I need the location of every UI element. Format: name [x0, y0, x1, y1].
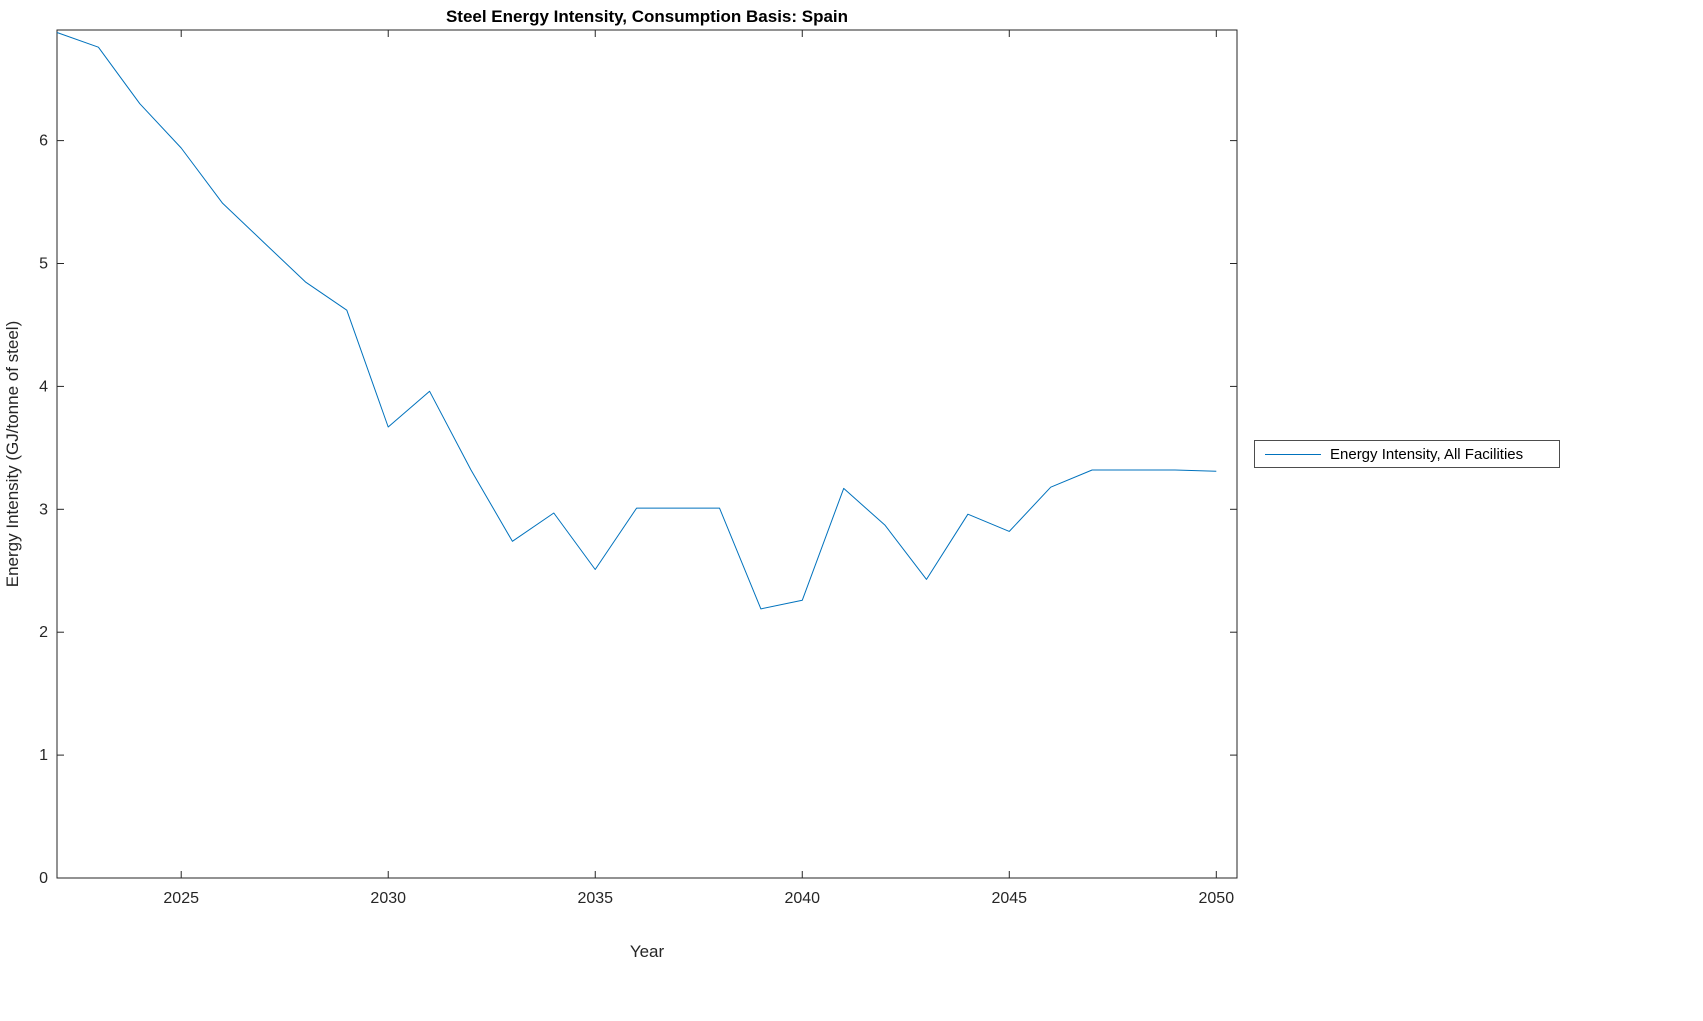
- x-axis-label: Year: [630, 942, 665, 961]
- y-tick-label: 4: [39, 378, 48, 395]
- series-line: [56, 32, 1217, 610]
- x-tick-label: 2030: [370, 890, 406, 907]
- y-tick-label: 1: [39, 747, 48, 764]
- legend-entry-label: Energy Intensity, All Facilities: [1330, 445, 1524, 463]
- y-axis-label: Energy Intensity (GJ/tonne of steel): [3, 321, 22, 587]
- x-tick-label: 2045: [991, 890, 1027, 907]
- x-tick-label: 2040: [784, 890, 820, 907]
- legend-line-sample: [1265, 453, 1321, 455]
- plot-box: [56, 29, 1238, 879]
- x-tick-label: 2050: [1199, 890, 1235, 907]
- y-tick-label: 5: [39, 256, 48, 273]
- y-tick-label: 3: [39, 501, 48, 518]
- x-tick-label: 2035: [577, 890, 613, 907]
- plot-area: 2025 2030 2035 2040 2045 2050 0 1 2 3 4 5 6: [39, 29, 1238, 907]
- y-tick-label: 6: [39, 133, 48, 150]
- y-tick-label: 0: [39, 870, 48, 887]
- x-tick-label: 2025: [163, 890, 199, 907]
- legend: Energy Intensity, All Facilities: [1254, 440, 1560, 468]
- y-tick-label: 2: [39, 624, 48, 641]
- chart-title: Steel Energy Intensity, Consumption Basi…: [446, 7, 848, 26]
